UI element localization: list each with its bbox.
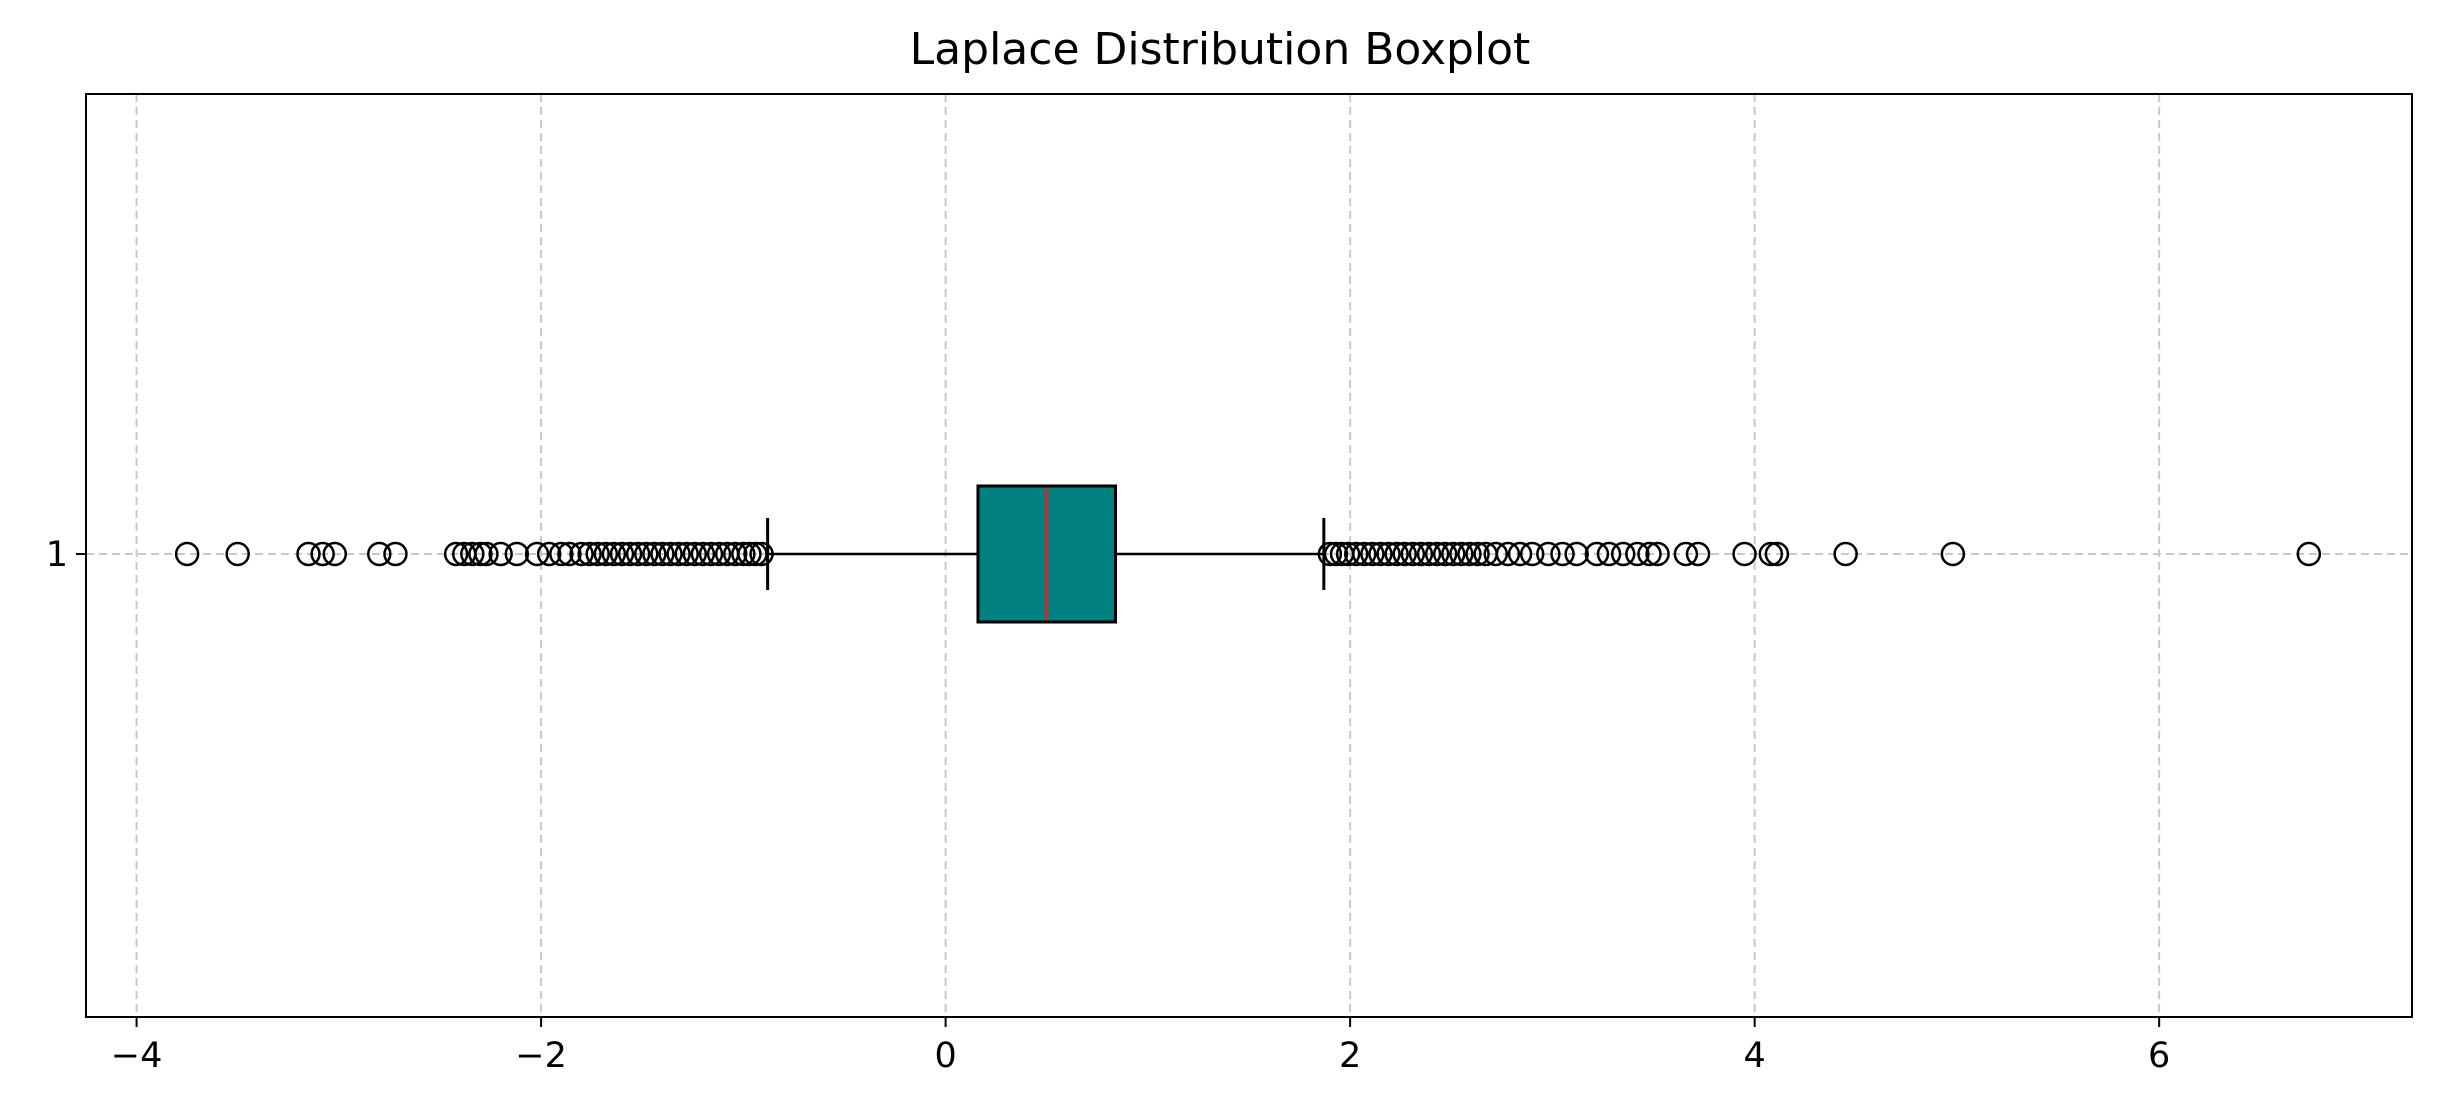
- outlier-point: [1408, 541, 1434, 567]
- outlier-point: [1424, 541, 1450, 567]
- outlier-point: [1432, 541, 1458, 567]
- outlier-point: [2296, 541, 2322, 567]
- outlier-point: [474, 541, 499, 567]
- outlier-point: [682, 541, 708, 567]
- outlier-point: [296, 541, 321, 567]
- grid-lines: [86, 94, 2412, 1017]
- y-tick-label: 1: [46, 535, 68, 575]
- outlier-point: [1833, 541, 1858, 567]
- outlier-point: [650, 541, 675, 567]
- x-tick-label: 6: [2148, 1036, 2170, 1076]
- outlier-point: [1625, 541, 1650, 567]
- outlier-point: [1323, 541, 1349, 567]
- plot-frame: [85, 93, 2413, 1018]
- outlier-point: [1368, 541, 1393, 567]
- outlier-point: [1536, 541, 1561, 567]
- outlier-point: [1465, 541, 1490, 567]
- outlier-point: [1673, 541, 1699, 567]
- outlier-point: [1495, 541, 1521, 567]
- outlier-point: [524, 541, 550, 567]
- outlier-point: [706, 541, 732, 567]
- outlier-point: [460, 541, 485, 567]
- outlier-point: [1758, 541, 1784, 567]
- outlier-point: [1940, 541, 1966, 567]
- outlier-point: [737, 541, 762, 567]
- outlier-point: [634, 541, 659, 567]
- outlier-point: [698, 541, 724, 567]
- y-axis: 1: [46, 535, 86, 575]
- outlier-point: [1637, 541, 1662, 567]
- x-tick-label: 0: [934, 1036, 956, 1076]
- outlier-point: [577, 541, 602, 567]
- outlier-point: [367, 541, 392, 567]
- outlier-point: [383, 541, 408, 567]
- outlier-point: [1483, 541, 1509, 567]
- outlier-point: [1550, 541, 1575, 567]
- outlier-point: [1441, 541, 1466, 567]
- outlier-point: [1732, 541, 1757, 567]
- outlier-point: [1596, 541, 1622, 567]
- outlier-point: [557, 541, 582, 567]
- outlier-point: [731, 541, 756, 567]
- outlier-point: [674, 541, 699, 567]
- outlier-point: [1416, 541, 1442, 567]
- outlier-point: [690, 541, 716, 567]
- outlier-point: [1352, 541, 1377, 567]
- outlier-point: [536, 541, 562, 567]
- outlier-point: [609, 541, 635, 567]
- outlier-point: [1449, 541, 1474, 567]
- outlier-point: [1392, 541, 1417, 567]
- outlier-points: [174, 541, 2322, 567]
- outlier-point: [585, 541, 610, 567]
- outlier-point: [743, 541, 768, 567]
- outlier-point: [310, 541, 335, 567]
- x-tick-label: 4: [1744, 1036, 1766, 1076]
- outlier-point: [658, 541, 683, 567]
- outlier-point: [642, 541, 667, 567]
- outlier-point: [569, 541, 594, 567]
- outlier-point: [174, 541, 200, 567]
- outlier-point: [1519, 541, 1545, 567]
- outlier-point: [1685, 541, 1711, 567]
- outlier-point: [225, 541, 250, 567]
- outlier-point: [749, 541, 774, 567]
- outlier-point: [1317, 541, 1343, 567]
- outlier-point: [549, 541, 574, 567]
- outlier-point: [1764, 541, 1790, 567]
- outlier-point: [1384, 541, 1409, 567]
- outlier-point: [1610, 541, 1636, 567]
- x-axis: −4 −2 0 2 4 6: [111, 1017, 2170, 1076]
- outlier-point: [1376, 541, 1401, 567]
- outlier-point: [1507, 541, 1533, 567]
- boxplot-series: [766, 484, 1326, 624]
- outlier-point: [1343, 541, 1369, 567]
- outlier-point: [504, 541, 530, 567]
- outlier-point: [1584, 541, 1610, 567]
- x-tick-label: −4: [111, 1036, 163, 1076]
- outlier-point: [723, 541, 748, 567]
- outlier-point: [601, 541, 627, 567]
- outlier-point: [1360, 541, 1385, 567]
- outlier-point: [617, 541, 643, 567]
- outlier-point: [625, 541, 651, 567]
- outlier-point: [1645, 541, 1670, 567]
- outlier-point: [1457, 541, 1482, 567]
- x-tick-label: −2: [515, 1036, 567, 1076]
- outlier-point: [488, 541, 513, 567]
- outlier-point: [468, 541, 493, 567]
- outlier-point: [1564, 541, 1589, 567]
- outlier-point: [1400, 541, 1426, 567]
- chart-title: Laplace Distribution Boxplot: [910, 24, 1531, 75]
- outlier-point: [322, 541, 348, 567]
- outlier-point: [1335, 541, 1361, 567]
- outlier-point: [443, 541, 469, 567]
- outlier-point: [593, 541, 619, 567]
- outlier-point: [666, 541, 691, 567]
- x-tick-label: 2: [1339, 1036, 1361, 1076]
